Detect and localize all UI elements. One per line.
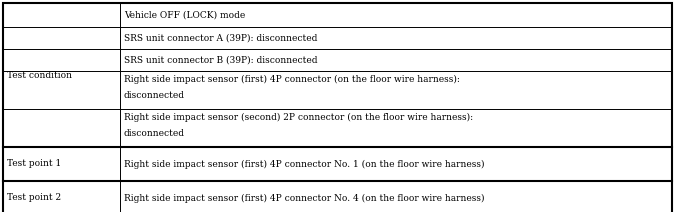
Text: Right side impact sensor (first) 4P connector No. 1 (on the floor wire harness): Right side impact sensor (first) 4P conn… [124,159,485,169]
Text: Right side impact sensor (first) 4P connector (on the floor wire harness):: Right side impact sensor (first) 4P conn… [124,75,460,84]
Text: Right side impact sensor (second) 2P connector (on the floor wire harness):: Right side impact sensor (second) 2P con… [124,113,473,122]
Text: Test point 1: Test point 1 [7,159,61,169]
Text: Test point 2: Test point 2 [7,194,61,202]
Text: Vehicle OFF (LOCK) mode: Vehicle OFF (LOCK) mode [124,11,245,20]
Text: disconnected: disconnected [124,91,185,100]
Text: disconnected: disconnected [124,129,185,138]
Text: Right side impact sensor (first) 4P connector No. 4 (on the floor wire harness): Right side impact sensor (first) 4P conn… [124,193,485,202]
Text: SRS unit connector A (39P): disconnected: SRS unit connector A (39P): disconnected [124,33,317,42]
Text: Test condition: Test condition [7,71,72,80]
Text: SRS unit connector B (39P): disconnected: SRS unit connector B (39P): disconnected [124,56,317,64]
